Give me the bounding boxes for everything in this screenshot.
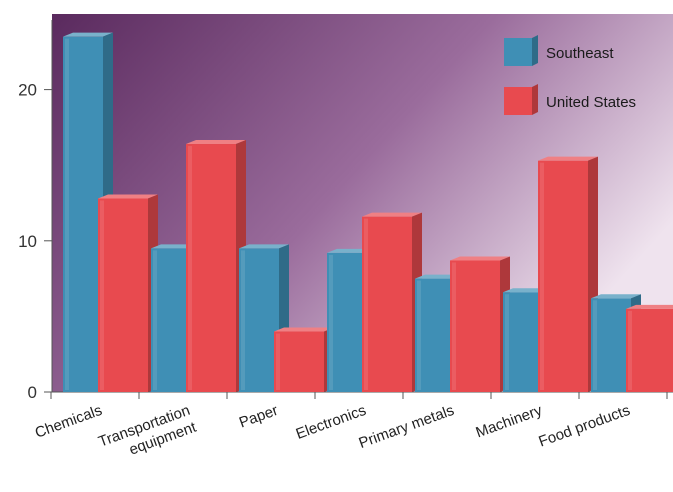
bars	[63, 32, 673, 393]
category-label: Primary metals	[357, 402, 457, 452]
legend-label: Southeast	[546, 45, 614, 62]
legend-item: Southeast	[504, 35, 614, 66]
category-label: Food products	[536, 402, 632, 451]
bar-united-states	[186, 140, 246, 392]
category-label: Machinery	[474, 402, 545, 442]
bar-southeast	[239, 244, 289, 392]
bar-united-states	[362, 212, 422, 392]
y-tick-label: 20	[18, 81, 37, 100]
legend-label: United States	[546, 94, 636, 111]
y-tick-label: 0	[28, 383, 37, 402]
legend-item: United States	[504, 84, 636, 115]
legend-swatch	[504, 38, 532, 66]
category-label: Transportationequipment	[96, 402, 199, 468]
bar-united-states	[626, 304, 673, 392]
bar-united-states	[98, 194, 158, 392]
bar-united-states	[538, 156, 598, 392]
legend: Southeast United States	[504, 35, 636, 115]
category-label: Paper	[237, 402, 280, 432]
legend-swatch	[504, 87, 532, 115]
y-tick-label: 10	[18, 232, 37, 251]
bar-united-states	[274, 327, 334, 392]
bar-united-states	[450, 256, 510, 392]
category-label: Chemicals	[33, 402, 105, 442]
